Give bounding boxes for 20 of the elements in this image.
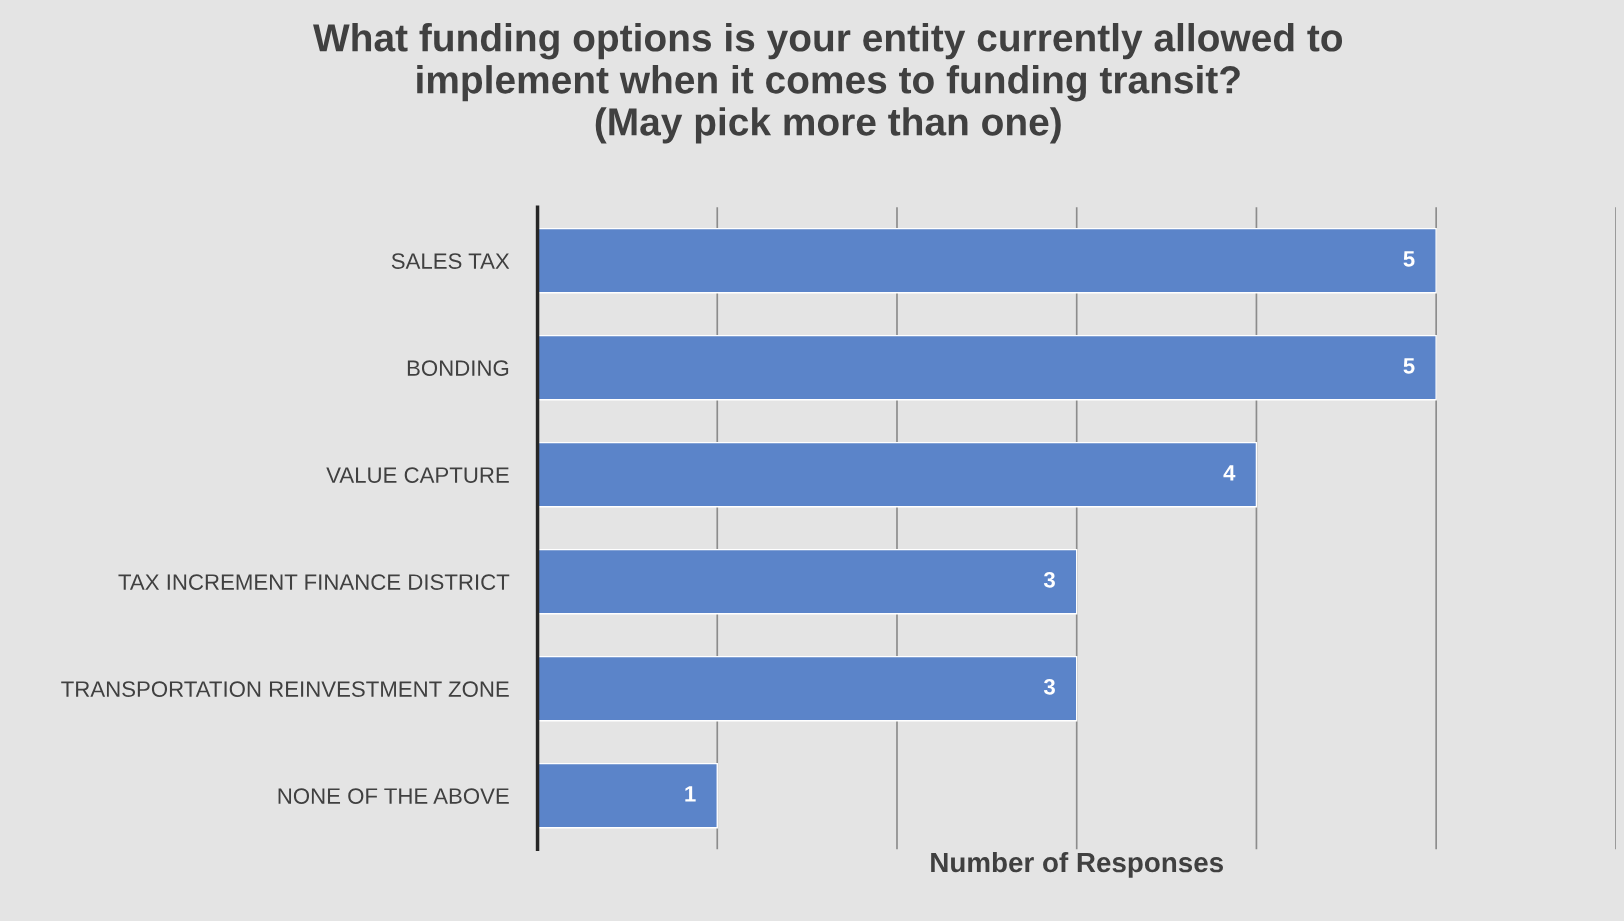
- data-label: 3: [1043, 678, 1055, 695]
- y-tick-label: TRANSPORTATION REINVESTMENT ZONE: [61, 681, 509, 697]
- y-tick-label: SALES TAX: [391, 253, 510, 269]
- bar: [537, 441, 1258, 508]
- y-tick-label: VALUE CAPTURE: [326, 467, 509, 483]
- data-label: 5: [1403, 358, 1415, 374]
- bar: [537, 227, 1437, 294]
- data-label: 4: [1223, 465, 1236, 481]
- y-tick-label: NONE OF THE ABOVE: [278, 788, 509, 804]
- data-label: 3: [1043, 571, 1055, 588]
- bar: [537, 655, 1078, 722]
- data-label: 1: [685, 786, 696, 802]
- bar: [537, 548, 1078, 615]
- y-tick-label: BONDING: [407, 360, 509, 376]
- y-tick-label: TAX INCREMENT FINANCE DISTRICT: [118, 574, 510, 590]
- x-axis-title: Number of Responses: [931, 851, 1223, 878]
- bar: [537, 334, 1437, 401]
- chart-title: What funding options is your entity currently allowed to implement when it comes to funding transit? (May pick more than one): [313, 23, 1343, 144]
- bar: [537, 762, 718, 829]
- data-label: 5: [1403, 251, 1415, 267]
